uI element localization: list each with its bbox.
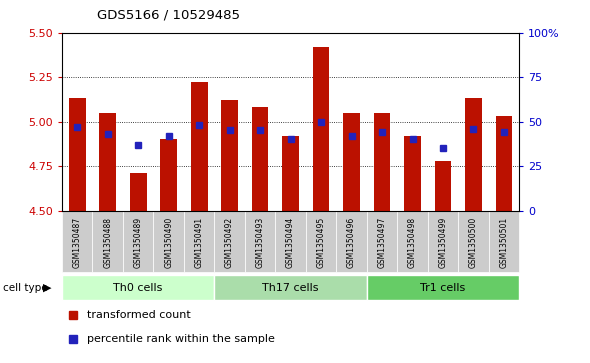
FancyBboxPatch shape: [306, 211, 336, 272]
FancyBboxPatch shape: [93, 211, 123, 272]
Bar: [282, 136, 299, 211]
Bar: [435, 161, 451, 211]
Bar: [69, 98, 86, 211]
FancyBboxPatch shape: [489, 211, 519, 272]
Text: GSM1350487: GSM1350487: [73, 217, 81, 268]
Bar: [252, 107, 268, 211]
Bar: [221, 100, 238, 211]
FancyBboxPatch shape: [123, 211, 153, 272]
FancyBboxPatch shape: [153, 211, 184, 272]
Bar: [191, 82, 208, 211]
Text: Th0 cells: Th0 cells: [113, 283, 163, 293]
Text: transformed count: transformed count: [87, 310, 191, 319]
Text: GSM1350498: GSM1350498: [408, 217, 417, 268]
FancyBboxPatch shape: [336, 211, 367, 272]
Bar: [99, 113, 116, 211]
Bar: [496, 116, 512, 211]
Text: GSM1350494: GSM1350494: [286, 217, 295, 268]
Bar: [404, 136, 421, 211]
FancyBboxPatch shape: [245, 211, 276, 272]
Text: GSM1350491: GSM1350491: [195, 217, 204, 268]
FancyBboxPatch shape: [367, 276, 519, 300]
Text: GSM1350495: GSM1350495: [317, 217, 326, 268]
Text: GSM1350489: GSM1350489: [134, 217, 143, 268]
Text: GSM1350488: GSM1350488: [103, 217, 112, 268]
Text: ▶: ▶: [42, 283, 51, 293]
FancyBboxPatch shape: [397, 211, 428, 272]
Text: GSM1350500: GSM1350500: [469, 217, 478, 268]
FancyBboxPatch shape: [367, 211, 397, 272]
Text: GSM1350490: GSM1350490: [164, 217, 173, 268]
Bar: [373, 113, 391, 211]
FancyBboxPatch shape: [62, 276, 214, 300]
Text: GDS5166 / 10529485: GDS5166 / 10529485: [97, 9, 240, 22]
Text: Th17 cells: Th17 cells: [263, 283, 319, 293]
Text: GSM1350499: GSM1350499: [438, 217, 447, 268]
FancyBboxPatch shape: [184, 211, 214, 272]
FancyBboxPatch shape: [214, 276, 367, 300]
Text: cell type: cell type: [3, 283, 48, 293]
FancyBboxPatch shape: [276, 211, 306, 272]
Text: GSM1350497: GSM1350497: [378, 217, 386, 268]
Bar: [465, 98, 482, 211]
Text: Tr1 cells: Tr1 cells: [420, 283, 466, 293]
Text: GSM1350493: GSM1350493: [255, 217, 264, 268]
Text: GSM1350496: GSM1350496: [347, 217, 356, 268]
Bar: [313, 47, 329, 211]
Bar: [343, 113, 360, 211]
Bar: [160, 139, 177, 211]
Text: GSM1350492: GSM1350492: [225, 217, 234, 268]
FancyBboxPatch shape: [428, 211, 458, 272]
Bar: [130, 173, 146, 211]
FancyBboxPatch shape: [214, 211, 245, 272]
FancyBboxPatch shape: [458, 211, 489, 272]
Text: GSM1350501: GSM1350501: [500, 217, 509, 268]
Text: percentile rank within the sample: percentile rank within the sample: [87, 334, 275, 344]
FancyBboxPatch shape: [62, 211, 93, 272]
